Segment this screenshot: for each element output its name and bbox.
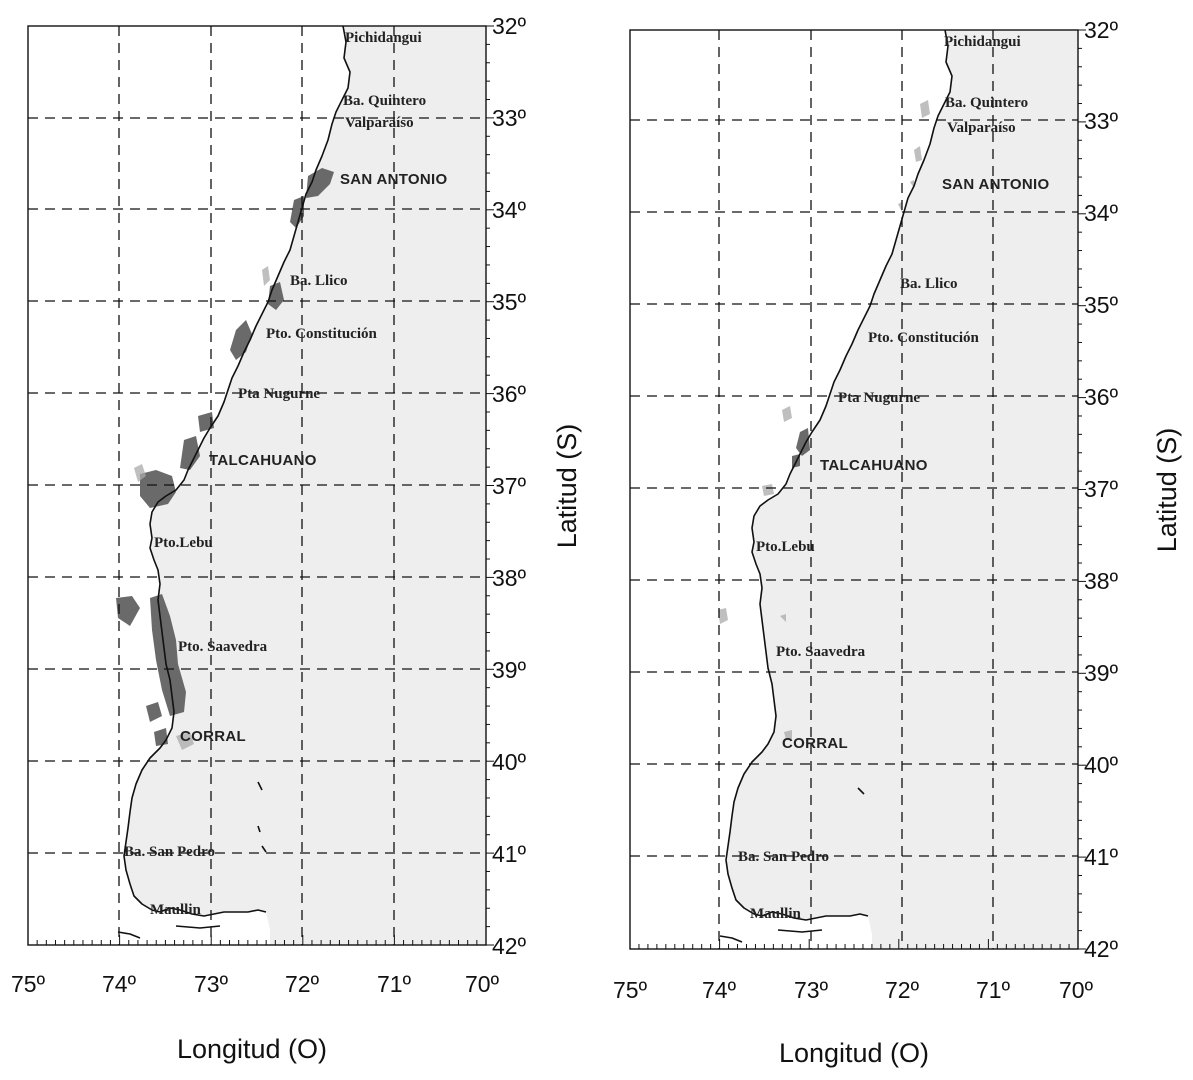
lon-tick: 70º [1059,977,1094,1003]
lon-tick: 73º [194,971,229,997]
lat-tick: 40º [1084,752,1119,778]
lat-tick: 33º [1084,108,1119,134]
shaded-areas [116,168,334,750]
label-quintero: Ba. Quintero [945,95,1028,111]
label-llico: Ba. Llico [900,276,958,292]
lat-tick-labels: 32º 33º 34º 35º 36º 37º 38º 39º 40º 41º … [492,13,527,959]
lat-tick: 38º [492,565,527,591]
lat-tick: 32º [492,13,527,39]
label-san-antonio: SAN ANTONIO [942,176,1050,193]
label-constitucion: Pto. Constitución [868,330,979,346]
graticule [28,26,486,945]
lat-tick: 36º [492,381,527,407]
lat-tick: 37º [492,473,527,499]
y-axis-title: Latitud (S) [552,424,582,549]
lon-tick: 73º [794,977,829,1003]
label-talcahuano: TALCAHUANO [820,457,928,474]
lon-tick: 71º [976,977,1011,1003]
label-maullin: Maullin [750,906,802,922]
label-constitucion: Pto. Constitución [266,326,377,342]
map-left: Pichidangui Ba. Quintero Valparaíso SAN … [11,13,582,1064]
label-nugurne: Pta Nugurne [838,390,920,406]
label-valparaiso: Valparaíso [947,120,1016,136]
lon-tick: 72º [285,971,320,997]
lon-tick: 74º [102,971,137,997]
lat-tick: 42º [492,933,527,959]
islands [719,787,865,943]
label-pichidangui: Pichidangui [944,34,1021,50]
label-maullin: Maullin [150,902,202,918]
lon-tick: 72º [885,977,920,1003]
label-corral: CORRAL [180,728,246,745]
label-san-pedro: Ba. San Pedro [738,849,829,865]
lat-tick: 34º [492,197,527,223]
place-labels: Pichidangui Ba. Quintero Valparaíso SAN … [738,34,1050,922]
lat-tick: 37º [1084,476,1119,502]
lon-tick: 71º [377,971,412,997]
lat-tick: 42º [1084,936,1119,962]
place-labels: Pichidangui Ba. Quintero Valparaíso SAN … [124,30,448,918]
lat-tick: 35º [1084,292,1119,318]
lon-tick-labels: 75º 74º 73º 72º 71º 70º [613,977,1094,1003]
label-lebu: Pto.Lebu [154,535,213,551]
minor-ticks [27,25,494,946]
lat-tick: 39º [492,657,527,683]
lat-tick: 32º [1084,17,1119,43]
minor-ticks [629,29,1086,950]
x-axis-title: Longitud (O) [779,1038,929,1068]
lat-tick: 36º [1084,384,1119,410]
label-llico: Ba. Llico [290,273,348,289]
lat-tick: 39º [1084,660,1119,686]
label-valparaiso: Valparaíso [345,115,414,131]
lat-tick: 34º [1084,200,1119,226]
graticule [630,30,1078,949]
lon-tick: 75º [613,977,648,1003]
lon-tick: 74º [702,977,737,1003]
label-corral: CORRAL [782,735,848,752]
label-saavedra: Pto. Saavedra [178,639,268,655]
lon-tick: 70º [465,971,500,997]
lat-tick: 41º [492,841,527,867]
lat-tick: 35º [492,289,527,315]
label-san-pedro: Ba. San Pedro [124,844,215,860]
label-saavedra: Pto. Saavedra [776,644,866,660]
map-right: Pichidangui Ba. Quintero Valparaíso SAN … [613,17,1182,1068]
label-pichidangui: Pichidangui [345,30,422,46]
lon-tick: 75º [11,971,46,997]
label-san-antonio: SAN ANTONIO [340,171,448,188]
y-axis-title: Latitud (S) [1152,428,1182,553]
lat-tick: 40º [492,749,527,775]
label-lebu: Pto.Lebu [756,539,815,555]
label-talcahuano: TALCAHUANO [209,452,317,469]
label-nugurne: Pta Nugurne [238,386,320,402]
lat-tick: 38º [1084,568,1119,594]
x-axis-title: Longitud (O) [177,1034,327,1064]
lon-tick-labels: 75º 74º 73º 72º 71º 70º [11,971,500,997]
islands [117,781,267,939]
lat-tick: 41º [1084,844,1119,870]
lat-tick: 33º [492,105,527,131]
lat-tick-labels: 32º 33º 34º 35º 36º 37º 38º 39º 40º 41º … [1084,17,1119,962]
label-quintero: Ba. Quintero [343,93,426,109]
